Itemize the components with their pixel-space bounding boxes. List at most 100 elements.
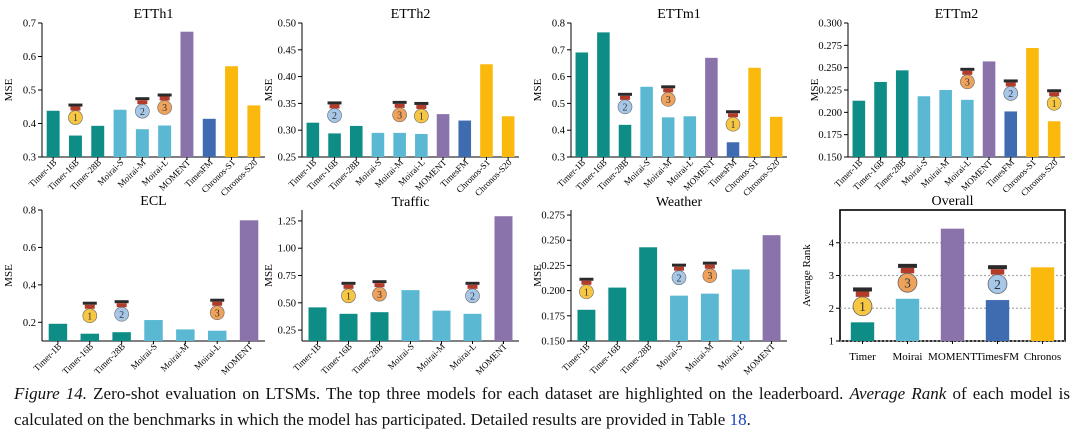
chart-etth1-medal-4: 2 — [135, 97, 150, 119]
chart-overall-bar-moirai — [895, 298, 920, 341]
chart-ettm1-bar-timesfm — [726, 142, 740, 157]
chart-etth1-bar-timesfm — [202, 118, 216, 157]
chart-weather-medal-3: 2 — [671, 263, 687, 285]
chart-ettm1-bar-timer-16b — [597, 32, 610, 157]
medal-disc — [372, 286, 387, 302]
chart-ettm2-bar-timer-16b — [874, 81, 887, 157]
chart-ettm1-bar-chronos-s1 — [748, 67, 761, 157]
chart-traffic-ytick-label: 0.75 — [278, 271, 296, 282]
medal-rank: 2 — [677, 273, 682, 284]
chart-traffic-bar-timer-16b — [339, 313, 358, 341]
medal-ribbon — [728, 113, 738, 118]
chart-ettm1-title: ETTm1 — [657, 7, 701, 22]
medal-disc — [960, 74, 975, 90]
chart-etth1-bar-timer-16b — [68, 135, 82, 157]
medal-disc — [987, 274, 1008, 294]
chart-etth1-bar-moirai-s — [113, 109, 127, 157]
chart-ettm1-bar-moment — [705, 57, 718, 158]
chart-weather-xtick-label: Moirai-S — [654, 341, 684, 371]
medal-bar — [210, 298, 225, 302]
chart-overall-ylabel: Average Rank — [801, 244, 813, 307]
chart-etth1-bar-chronos-s1 — [225, 66, 239, 157]
medal-ribbon — [962, 70, 973, 75]
chart-ecl-xtick-label: Timer-16B — [60, 341, 95, 376]
medal-bar — [702, 261, 717, 265]
chart-etth2-bar-moirai-s — [371, 132, 385, 157]
chart-traffic-medal-1: 1 — [341, 281, 356, 304]
chart-overall-ytick-label: 1 — [829, 337, 834, 348]
medal-disc — [1003, 86, 1019, 101]
chart-ettm1-medal-7: 1 — [725, 110, 741, 132]
chart-overall-xtick-label: TimesFM — [976, 351, 1019, 363]
chart-ettm1-ytick-label: 0.3 — [552, 153, 565, 164]
chart-weather-title: Weather — [656, 195, 703, 210]
chart-etth2-medal-1: 2 — [327, 101, 342, 123]
medal-bar — [1003, 79, 1018, 83]
chart-overall-xtick-label: Chronos — [1024, 351, 1061, 363]
caption-text-1: Zero-shot evaluation on LTSMs. The top t… — [87, 384, 850, 403]
chart-etth1-title: ETTh1 — [134, 7, 174, 22]
medal-rank: 1 — [731, 120, 736, 131]
medal-disc — [157, 100, 172, 115]
chart-etth2-ylabel: MSE — [263, 78, 275, 101]
medal-bar — [618, 92, 632, 96]
chart-ettm2-ytick-label: 0.200 — [818, 108, 842, 119]
medal-rank: 3 — [377, 290, 382, 301]
medal-rank: 3 — [215, 308, 220, 319]
chart-ecl-ytick-label: 0.4 — [23, 280, 37, 291]
chart-etth1-bar-chronos-s20 — [247, 105, 261, 157]
medal-rank: 3 — [162, 103, 167, 114]
chart-ettm2-ytick-label: 0.225 — [818, 86, 842, 97]
medal-rank: 1 — [346, 291, 351, 302]
medal-disc — [327, 108, 342, 123]
chart-weather-ylabel: MSE — [532, 264, 544, 287]
chart-overall-medal-1: 3 — [897, 263, 918, 293]
medal-bar — [853, 287, 872, 292]
chart-ecl-medal-5: 3 — [209, 298, 225, 321]
medal-disc — [82, 308, 98, 324]
chart-ettm2-bar-timer-28b — [895, 70, 909, 157]
chart-traffic: TrafficMSE0.250.500.751.001.25Timer-1BTi… — [263, 195, 519, 377]
chart-traffic-ytick-label: 0.25 — [278, 326, 296, 337]
chart-etth2-medal-5: 1 — [414, 101, 429, 124]
chart-etth1-ytick-label: 0.5 — [23, 86, 36, 97]
chart-weather-bar-moirai-s — [670, 295, 688, 341]
caption-text-2: of each model is calculated on the bench… — [14, 384, 1070, 429]
chart-etth2-ytick-label: 0.30 — [278, 126, 296, 137]
chart-traffic-medal-5: 2 — [465, 281, 480, 304]
medal-bar — [327, 101, 342, 105]
medal-rank: 3 — [965, 77, 970, 88]
chart-ettm1: ETTm1MSE0.30.40.50.60.70.8Timer-1BTimer-… — [532, 7, 787, 198]
chart-traffic-xtick-label: Timer-16B — [319, 341, 354, 376]
chart-ettm1-ytick-label: 0.7 — [552, 45, 565, 56]
chart-traffic-title: Traffic — [391, 195, 429, 210]
chart-traffic-xtick-label: Moirai-L — [448, 341, 478, 371]
medal-ribbon — [663, 88, 674, 93]
caption-table-link[interactable]: 18 — [729, 410, 747, 429]
chart-traffic-xtick-label: Timer-28B — [350, 341, 385, 376]
chart-weather-bar-timer-16b — [608, 287, 627, 341]
chart-weather-ytick-label: 0.175 — [541, 311, 565, 322]
medal-rank: 1 — [73, 113, 78, 124]
medal-bar — [341, 281, 356, 285]
chart-ecl-ylabel: MSE — [3, 264, 15, 287]
chart-etth1-ytick-label: 0.4 — [23, 119, 37, 130]
chart-weather-bar-moirai-m — [700, 293, 719, 341]
medal-disc — [1046, 95, 1062, 111]
chart-weather-xtick-label: Moirai-M — [683, 341, 715, 373]
chart-ettm2-bar-moirai-m — [939, 90, 952, 157]
chart-ecl-ytick-label: 0.2 — [23, 318, 36, 329]
chart-traffic-bar-moirai-m — [432, 310, 451, 341]
medal-ribbon — [84, 304, 95, 309]
caption-label: Figure 14. — [14, 384, 88, 403]
chart-traffic-xtick-label: Moirai-S — [386, 341, 416, 371]
chart-traffic-bar-timer-28b — [370, 312, 389, 341]
chart-ettm1-ytick-label: 0.8 — [552, 19, 565, 30]
chart-ettm2-bar-moment — [982, 61, 996, 158]
chart-traffic-ytick-label: 1.25 — [278, 216, 296, 227]
figure-caption: Figure 14. Zero-shot evaluation on LTSMs… — [14, 381, 1070, 433]
chart-ecl-bar-timer-16b — [80, 333, 100, 341]
chart-ettm2-bar-moirai-s — [917, 96, 931, 157]
medal-disc — [392, 107, 407, 123]
chart-ettm2-bar-timer-1b — [852, 100, 866, 157]
